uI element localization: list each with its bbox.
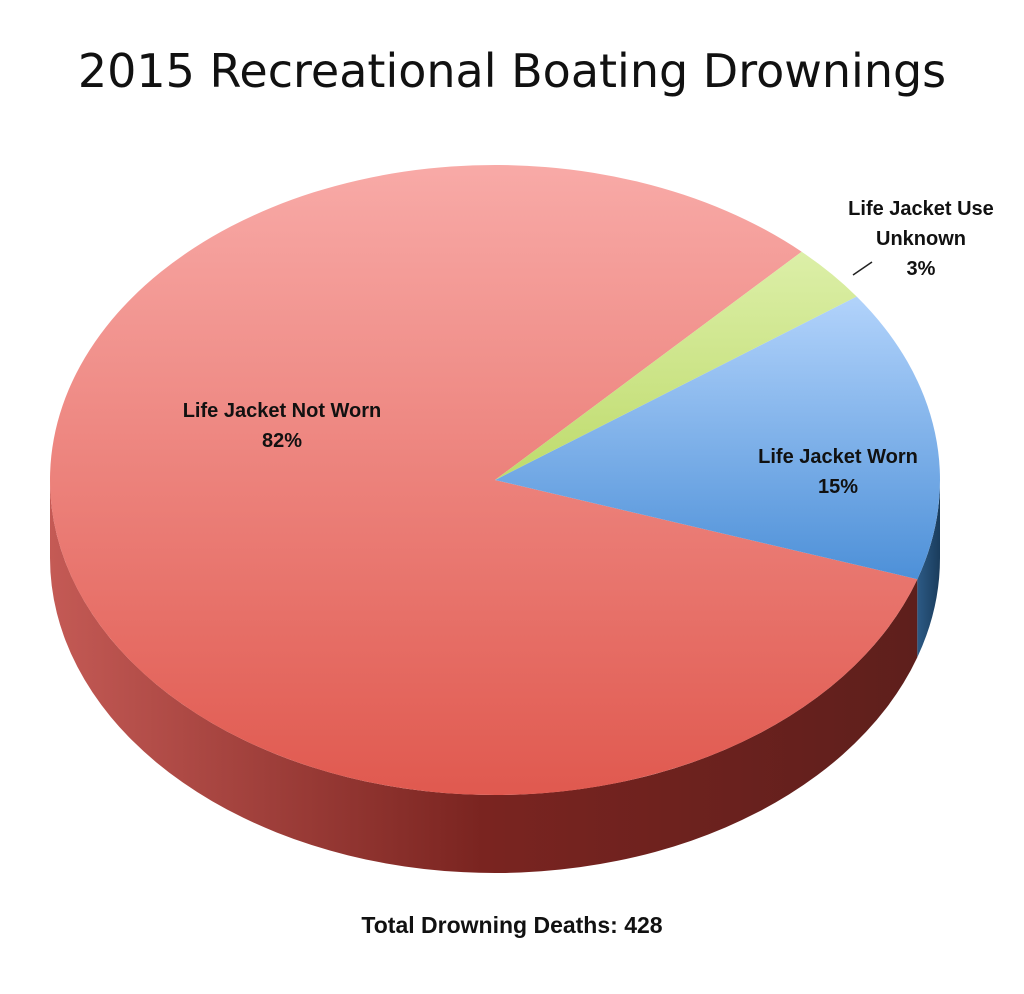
- footer-total: Total Drowning Deaths: 428: [0, 912, 1024, 939]
- slice-label-unknown: Life Jacket Use Unknown 3%: [848, 198, 994, 280]
- pie-side-not-worn: [50, 480, 918, 873]
- footer-total-label: Total Drowning Deaths:: [361, 912, 618, 938]
- chart-title: 2015 Recreational Boating Drownings: [77, 44, 947, 98]
- leader-line-unknown: [852, 261, 873, 276]
- slice-label-not-worn: Life Jacket Not Worn 82%: [183, 400, 382, 452]
- pie-slice-unknown: [495, 251, 857, 480]
- footer-total-value: 428: [624, 912, 663, 938]
- pie-side-worn: [917, 480, 940, 658]
- pie-slice-worn: [495, 296, 940, 580]
- pie-slice-not-worn: [49, 165, 918, 796]
- slice-label-worn: Life Jacket Worn 15%: [758, 446, 918, 498]
